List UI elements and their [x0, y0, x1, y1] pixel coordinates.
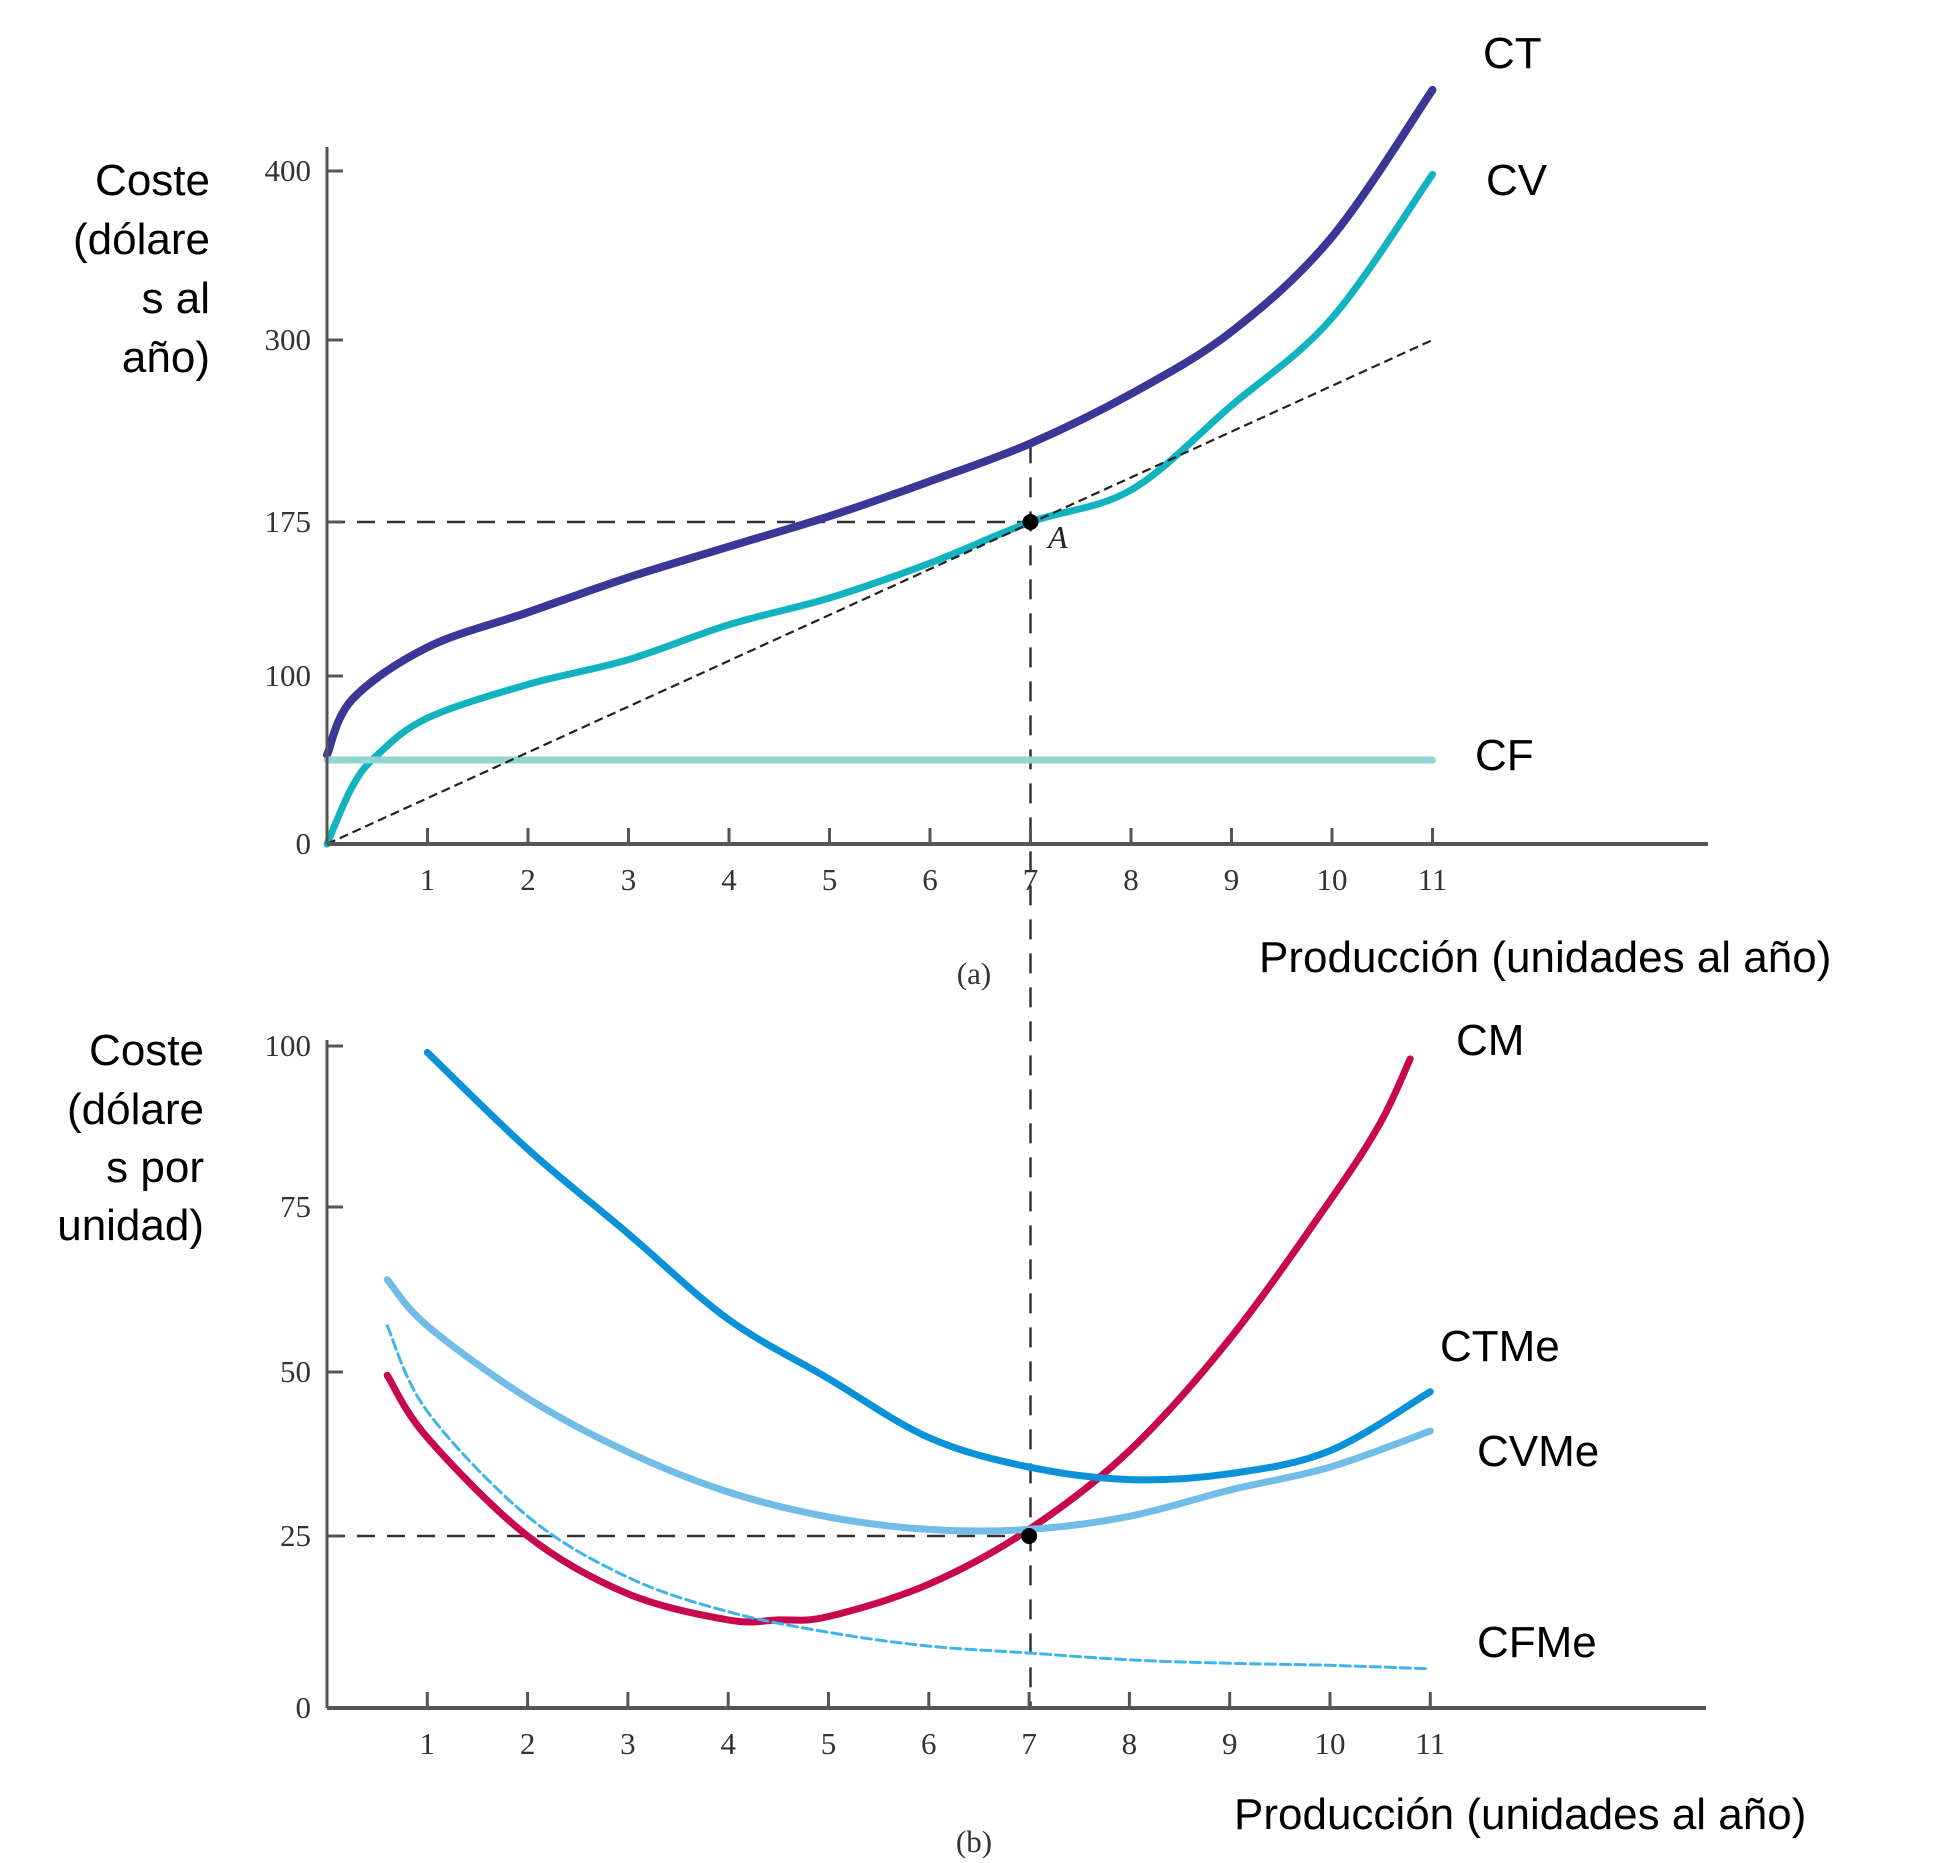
- y-tick-label: 400: [265, 153, 312, 188]
- y-axis-title-line: (dólare: [73, 215, 210, 264]
- point-a-marker: [1022, 514, 1039, 530]
- y-axis-title-line: año): [122, 333, 210, 382]
- x-tick-label: 10: [1317, 862, 1348, 897]
- y-tick-label: 0: [296, 826, 312, 861]
- x-tick-label: 2: [520, 862, 536, 897]
- panel-b-y-ticks: 0 25 50 75 100: [265, 1028, 343, 1725]
- x-tick-label: 4: [720, 1726, 736, 1761]
- y-tick-label: 300: [265, 322, 312, 357]
- x-tick-label: 6: [921, 1726, 937, 1761]
- y-axis-title-line: unidad): [57, 1201, 204, 1250]
- y-tick-label: 0: [296, 1690, 312, 1725]
- panel-b-series-labels: CM CTMe CVMe CFMe: [1440, 1016, 1599, 1667]
- series-label-cfme: CFMe: [1477, 1618, 1597, 1667]
- x-tick-label: 2: [520, 1726, 536, 1761]
- series-label-cvme: CVMe: [1477, 1427, 1599, 1476]
- x-tick-label: 1: [420, 862, 436, 897]
- panel-a-x-axis-title: Producción (unidades al año): [1259, 933, 1831, 982]
- panel-a-series-labels: CT CV CF: [1475, 29, 1548, 780]
- x-tick-label: 7: [1023, 862, 1039, 897]
- series-label-cm: CM: [1456, 1016, 1524, 1065]
- y-axis-title-line: Coste: [95, 156, 210, 205]
- series-label-ctme: CTMe: [1440, 1322, 1560, 1371]
- series-line-cv: [323, 170, 1436, 848]
- series-line-cvme: [383, 1276, 1434, 1535]
- x-tick-label: 5: [822, 862, 838, 897]
- series-line-cfme: [385, 1324, 1432, 1671]
- x-tick-label: 8: [1122, 1726, 1138, 1761]
- y-tick-label: 75: [280, 1189, 311, 1224]
- y-tick-label: 100: [265, 658, 312, 693]
- panel-a-x-ticks: 1 2 3 4 5 6 7 8 9 10 11: [420, 828, 1448, 897]
- x-tick-label: 1: [420, 1726, 436, 1761]
- panel-b-y-axis-title: Coste (dólare s por unidad): [57, 1026, 204, 1250]
- x-tick-label: 6: [922, 862, 938, 897]
- x-tick-label: 5: [821, 1726, 837, 1761]
- panel-a-series: [323, 85, 1437, 848]
- y-axis-title-line: s por: [106, 1143, 204, 1192]
- series-line-cm: [383, 1055, 1414, 1626]
- panel-b-x-ticks: 1 2 3 4 5 6 7 8 9 10 11: [420, 1692, 1445, 1761]
- panel-a-axes: [325, 147, 1708, 846]
- min-cvme-point-marker: [1021, 1528, 1038, 1544]
- series-label-ct: CT: [1483, 29, 1542, 78]
- ray-from-origin-line: [326, 338, 1433, 846]
- x-tick-label: 4: [721, 862, 737, 897]
- series-label-cf: CF: [1475, 731, 1534, 780]
- y-tick-label: 50: [280, 1354, 311, 1389]
- series-label-cv: CV: [1486, 156, 1548, 205]
- y-tick-label: 100: [265, 1028, 312, 1063]
- point-a-label: A: [1046, 519, 1068, 555]
- y-tick-label: 25: [280, 1518, 311, 1553]
- y-tick-label: 175: [265, 504, 312, 539]
- x-tick-label: 9: [1224, 862, 1240, 897]
- panel-a-y-axis-title: Coste (dólare s al año): [73, 156, 210, 382]
- y-axis-title-line: (dólare: [67, 1085, 204, 1134]
- panel-b-x-axis-title: Producción (unidades al año): [1234, 1790, 1806, 1839]
- x-tick-label: 3: [621, 862, 637, 897]
- panel-a-total-costs: Coste (dólare s al año) 0 100 175 300 400 1 2…: [73, 29, 1831, 1708]
- panel-b-series: [383, 1048, 1434, 1671]
- x-tick-label: 8: [1123, 862, 1139, 897]
- y-axis-title-line: s al: [142, 274, 210, 323]
- x-tick-label: 11: [1415, 1726, 1445, 1761]
- x-tick-label: 3: [620, 1726, 636, 1761]
- panel-b-axes: [325, 1040, 1706, 1710]
- series-line-ct: [323, 85, 1437, 759]
- x-tick-label: 7: [1021, 1726, 1037, 1761]
- panel-a-y-ticks: 0 100 175 300 400: [265, 153, 343, 861]
- y-axis-title-line: Coste: [89, 1026, 204, 1075]
- x-tick-label: 11: [1418, 862, 1448, 897]
- panel-b-label: (b): [956, 1824, 992, 1859]
- panel-a-guides: [327, 443, 1032, 1708]
- series-line-ctme: [423, 1048, 1434, 1484]
- x-tick-label: 10: [1315, 1726, 1346, 1761]
- x-tick-label: 9: [1222, 1726, 1238, 1761]
- panel-a-label: (a): [957, 956, 991, 991]
